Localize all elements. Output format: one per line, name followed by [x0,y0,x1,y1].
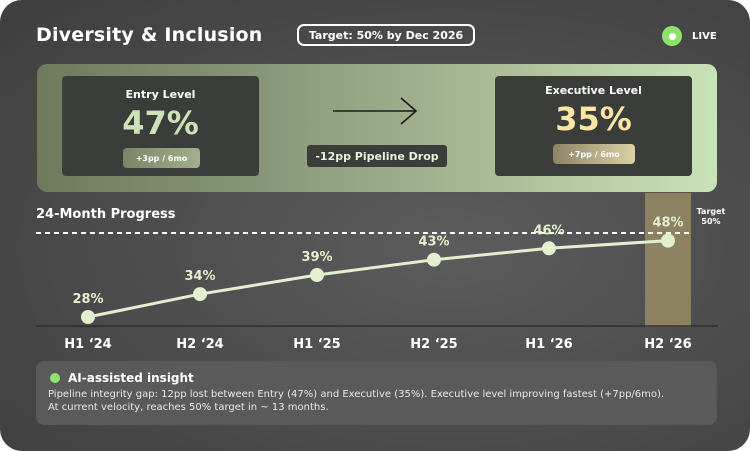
x-tick-label: H1 ‘25 [293,337,340,352]
executive-level-label: Executive Level [545,84,642,97]
data-label: 28% [72,292,103,307]
pipeline-drop-badge: -12pp Pipeline Drop [307,145,447,167]
live-dot-icon [662,26,682,46]
data-point [310,268,324,282]
target-line-label-value: 50% [701,217,721,226]
data-point [81,310,95,324]
data-point [542,241,556,256]
executive-level-value: 35% [555,100,632,138]
live-indicator: LIVE [662,26,717,46]
data-point [427,252,441,267]
entry-change-badge: +3pp / 6mo [123,148,200,168]
data-label: 39% [301,250,332,265]
entry-level-label: Entry Level [125,88,196,101]
data-label: 34% [184,269,215,284]
data-label: 43% [418,235,449,250]
target-line-label: Target 50% [690,207,732,227]
insight-title: AI-assisted insight [68,371,194,385]
insight-dot-icon [50,373,60,383]
arrow-right-icon [333,97,418,125]
pipeline-panel: Entry Level 47% +3pp / 6mo -12pp Pipelin… [37,64,717,192]
data-label: 46% [533,223,564,238]
target-badge: Target: 50% by Dec 2026 [297,24,475,46]
target-line-label-word: Target [696,207,726,216]
data-point [661,233,675,248]
live-label: LIVE [692,30,717,42]
insight-text-line: At current velocity, reaches 50% target … [48,402,329,413]
executive-change-badge: +7pp / 6mo [553,144,635,164]
series-line [87,239,669,319]
entry-level-card: Entry Level 47% +3pp / 6mo [62,76,259,176]
insight-text-line: Pipeline integrity gap: 12pp lost betwee… [48,389,665,400]
x-tick-label: H2 ‘26 [644,337,691,352]
data-point [193,287,207,302]
x-tick-label: H2 ‘25 [410,337,457,352]
x-tick-label: H1 ‘24 [64,337,111,352]
entry-level-value: 47% [122,104,199,142]
page-title: Diversity & Inclusion [36,24,263,46]
insight-panel: AI-assisted insight Pipeline integrity g… [36,361,717,425]
executive-level-card: Executive Level 35% +7pp / 6mo [495,76,692,176]
insight-text: Pipeline integrity gap: 12pp lost betwee… [48,388,708,414]
data-label: 48% [652,216,683,231]
highlight-column [645,193,691,327]
progress-title: 24-Month Progress [36,207,176,222]
x-tick-label: H2 ‘24 [176,337,223,352]
x-tick-label: H1 ‘26 [525,337,572,352]
